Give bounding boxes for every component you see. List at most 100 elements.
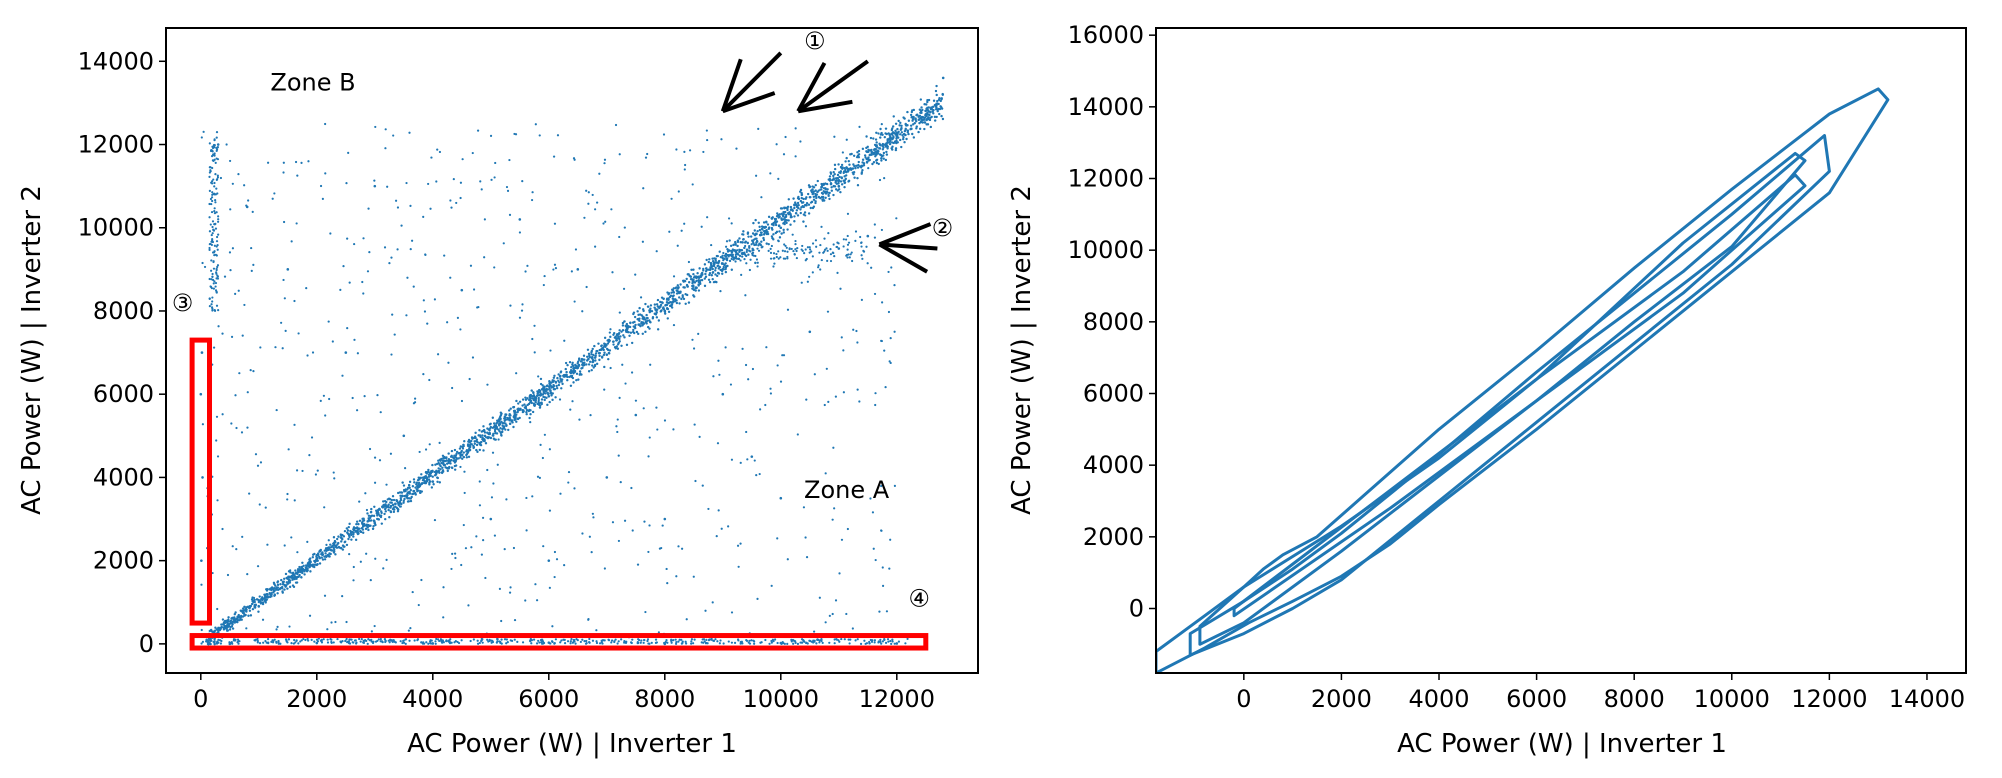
scatter-point [702, 267, 705, 271]
scatter-point [213, 193, 216, 196]
scatter-point [212, 260, 215, 264]
scatter-point [538, 641, 541, 644]
scatter-point [663, 312, 667, 315]
scatter-point [396, 491, 400, 495]
scatter-point [611, 271, 614, 274]
scatter-point [753, 229, 756, 232]
scatter-point [811, 188, 814, 191]
scatter-point [741, 238, 745, 241]
scatter-point [454, 456, 457, 459]
scatter-point [731, 250, 734, 254]
scatter-point [512, 546, 516, 550]
scatter-point [789, 223, 792, 226]
scatter-point [292, 576, 296, 579]
scatter-point [929, 116, 932, 119]
scatter-point [777, 239, 780, 242]
scatter-point [899, 138, 902, 142]
scatter-point [209, 223, 212, 226]
scatter-point [221, 527, 224, 531]
scatter-point [419, 489, 422, 493]
scatter-point [272, 591, 275, 594]
scatter-point [428, 378, 431, 382]
scatter-point [707, 268, 711, 271]
scatter-point [427, 182, 430, 186]
scatter-point [657, 306, 661, 309]
scatter-point [282, 278, 285, 282]
scatter-point [557, 379, 560, 382]
scatter-point [401, 641, 404, 645]
scatter-point [794, 155, 797, 158]
scatter-point [833, 255, 836, 258]
scatter-point [683, 150, 686, 153]
scatter-point [779, 496, 783, 500]
scatter-point [211, 232, 214, 235]
scatter-point [467, 455, 471, 459]
scatter-point [616, 642, 619, 645]
scatter-point [743, 241, 747, 244]
scatter-point [481, 516, 485, 519]
scatter-point [539, 382, 543, 386]
scatter-point [620, 330, 623, 333]
scatter-point [822, 190, 825, 193]
scatter-point [912, 108, 916, 112]
scatter-point [351, 641, 354, 644]
scatter-point [579, 372, 582, 375]
scatter-point [215, 211, 218, 214]
scatter-point [808, 246, 811, 249]
scatter-point [311, 556, 315, 559]
y-tick-label: 12000 [78, 131, 154, 159]
scatter-point [935, 106, 938, 109]
scatter-point [788, 247, 791, 250]
scatter-point [748, 268, 751, 272]
scatter-point [295, 577, 298, 580]
scatter-point [343, 540, 346, 544]
scatter-point [425, 641, 428, 644]
scatter-point [776, 641, 779, 645]
scatter-point [266, 637, 270, 641]
scatter-point [721, 254, 724, 257]
scatter-point [276, 583, 280, 587]
scatter-point [779, 256, 782, 259]
scatter-point [889, 336, 892, 340]
scatter-point [692, 347, 696, 350]
scatter-point [247, 199, 250, 202]
scatter-point [865, 150, 868, 153]
scatter-point [754, 254, 757, 258]
scatter-point [874, 403, 877, 407]
scatter-point [258, 641, 262, 645]
scatter-point [399, 496, 403, 500]
scatter-point [567, 470, 571, 474]
scatter-point [213, 185, 216, 188]
scatter-point [468, 377, 471, 381]
scatter-point [226, 573, 230, 577]
scatter-point [842, 238, 845, 241]
scatter-point [262, 597, 266, 600]
scatter-point [598, 354, 601, 358]
scatter-point [406, 494, 409, 497]
scatter-point [481, 434, 484, 437]
scatter-point [812, 198, 816, 201]
scatter-point [230, 422, 233, 425]
scatter-point [367, 207, 370, 210]
scatter-point [476, 642, 480, 645]
scatter-point [831, 612, 834, 616]
scatter-point [272, 639, 275, 643]
scatter-point [883, 135, 887, 139]
scatter-point [455, 201, 458, 205]
scatter-point [422, 299, 425, 302]
scatter-point [825, 367, 828, 370]
scatter-point [775, 255, 778, 259]
scatter-point [453, 641, 456, 644]
x-tick-label: 6000 [1506, 685, 1567, 713]
scatter-point [228, 251, 232, 254]
scatter-point [603, 639, 606, 642]
scatter-point [334, 541, 337, 544]
scatter-point [361, 280, 364, 284]
scatter-point [488, 638, 491, 641]
scatter-point [282, 220, 286, 224]
y-tick-label: 0 [139, 630, 154, 658]
scatter-point [546, 391, 549, 394]
scatter-point [509, 639, 512, 642]
scatter-point [861, 158, 865, 161]
scatter-point [279, 642, 282, 645]
